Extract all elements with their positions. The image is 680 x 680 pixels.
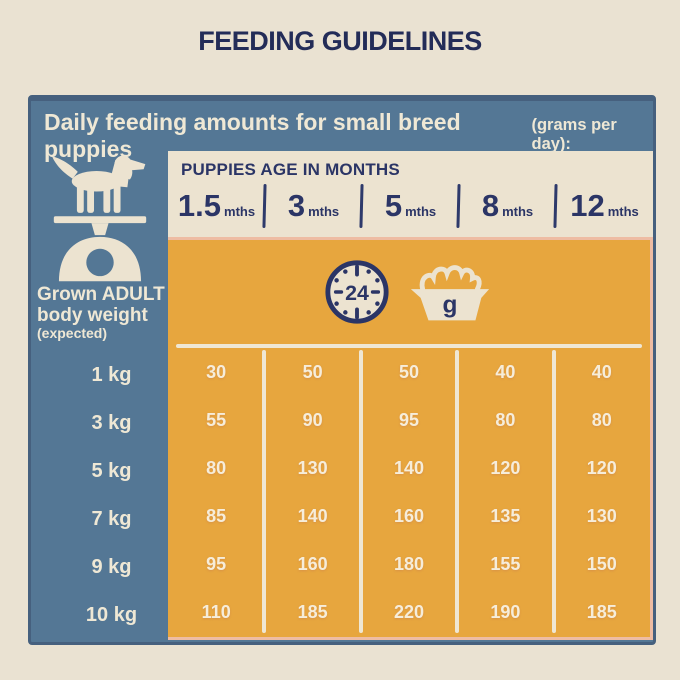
column-divider — [551, 350, 556, 633]
feeding-amount: 55 — [206, 409, 227, 430]
feeding-amount: 95 — [398, 409, 419, 430]
age-column-header: 1.5 mths — [168, 190, 265, 221]
feeding-amount: 150 — [586, 554, 617, 575]
column-divider — [358, 350, 363, 633]
age-value: 3 — [287, 187, 306, 223]
feeding-amount: 40 — [495, 361, 516, 382]
feeding-amount: 140 — [393, 457, 425, 478]
clock-24-label: 24 — [345, 281, 369, 305]
weight-column: Grown ADULT body weight (expected) 1 kg … — [31, 151, 168, 640]
feeding-amount: 185 — [297, 602, 328, 623]
dog-on-scale-icon — [31, 151, 168, 285]
feeding-amount: 30 — [206, 361, 227, 382]
feeding-table-panel: Daily feeding amounts for small breed pu… — [28, 95, 656, 645]
adult-weight-line3: (expected) — [37, 325, 108, 342]
feeding-amount: 135 — [490, 506, 521, 527]
feeding-amounts-area: 24 g — [168, 237, 653, 640]
age-header-title: PUPPIES AGE IN MONTHS — [181, 160, 400, 179]
age-column-header: 3 mths — [265, 190, 362, 221]
panel-heading: Daily feeding amounts for small breed pu… — [31, 101, 653, 162]
age-unit: mths — [607, 203, 639, 219]
feeding-amount-grid: 30 50 50 40 40 55 90 95 80 80 80 130 — [168, 348, 650, 637]
feeding-amount: 155 — [490, 554, 521, 575]
age-value: 8 — [481, 187, 500, 223]
feeding-amount: 120 — [586, 457, 617, 478]
feeding-amount: 80 — [206, 457, 227, 478]
table-content: Grown ADULT body weight (expected) 1 kg … — [31, 151, 653, 640]
age-unit: mths — [224, 203, 256, 219]
bowl-grams-label: g — [443, 292, 458, 319]
age-unit: mths — [502, 203, 534, 219]
table-rule — [176, 344, 642, 348]
age-data-column: PUPPIES AGE IN MONTHS 1.5 mths 3 mths 5 — [168, 151, 653, 640]
adult-weight-line2: body weight — [37, 304, 148, 326]
food-bowl-icon: g — [405, 263, 495, 325]
feeding-amount: 130 — [586, 506, 617, 527]
feeding-amount: 130 — [297, 457, 328, 478]
feeding-amount: 80 — [591, 409, 612, 430]
panel-heading-note: (grams per day): — [531, 116, 617, 153]
feeding-amount: 90 — [302, 409, 323, 430]
adult-weight-line1: Grown ADULT — [37, 284, 165, 305]
feeding-amount: 160 — [393, 506, 425, 527]
feeding-amount: 80 — [495, 409, 516, 430]
age-column-header: 5 mths — [362, 190, 459, 221]
adult-weight-heading: Grown ADULT body weight (expected) — [31, 284, 168, 351]
24h-clock-icon: 24 — [323, 258, 391, 326]
weight-row-label: 9 kg — [91, 556, 132, 579]
feeding-amount: 140 — [297, 506, 328, 527]
weight-row-label: 10 kg — [85, 604, 138, 627]
feeding-amount: 120 — [490, 457, 521, 478]
feeding-amount: 50 — [398, 361, 419, 382]
feeding-amount: 50 — [302, 361, 323, 382]
feeding-amount: 220 — [393, 602, 425, 623]
age-value: 12 — [570, 187, 605, 223]
feeding-amount: 110 — [201, 602, 231, 623]
feeding-amount: 185 — [586, 602, 617, 623]
weight-row-label: 7 kg — [91, 508, 132, 531]
age-unit: mths — [405, 203, 437, 219]
age-column-header: 8 mths — [459, 190, 556, 221]
feeding-amount: 180 — [393, 554, 425, 575]
feeding-data-table: 30 50 50 40 40 55 90 95 80 80 80 130 — [168, 348, 650, 637]
age-value: 1.5 — [177, 187, 222, 223]
feeding-amount: 160 — [297, 554, 328, 575]
column-divider — [455, 350, 460, 633]
unit-icons-row: 24 g — [168, 240, 650, 344]
feeding-amount: 40 — [591, 361, 612, 382]
weight-row-label: 5 kg — [91, 459, 132, 482]
weight-row-label: 3 kg — [91, 411, 132, 434]
weight-row-labels: 1 kg 3 kg 5 kg 7 kg 9 kg 10 kg — [31, 351, 168, 640]
age-column-headers: 1.5 mths 3 mths 5 mths 8 — [168, 180, 653, 230]
feeding-amount: 190 — [490, 602, 521, 623]
age-header: PUPPIES AGE IN MONTHS 1.5 mths 3 mths 5 — [168, 151, 653, 237]
page-title: FEEDING GUIDELINES — [198, 26, 482, 56]
weight-row-label: 1 kg — [91, 363, 132, 386]
age-column-header: 12 mths — [556, 190, 653, 221]
panel-heading-text: Daily feeding amounts for small breed pu… — [44, 109, 461, 162]
age-unit: mths — [308, 203, 340, 219]
column-divider — [262, 350, 267, 633]
age-value: 5 — [384, 187, 403, 223]
feeding-amount: 85 — [206, 506, 227, 527]
feeding-amount: 95 — [206, 554, 227, 575]
